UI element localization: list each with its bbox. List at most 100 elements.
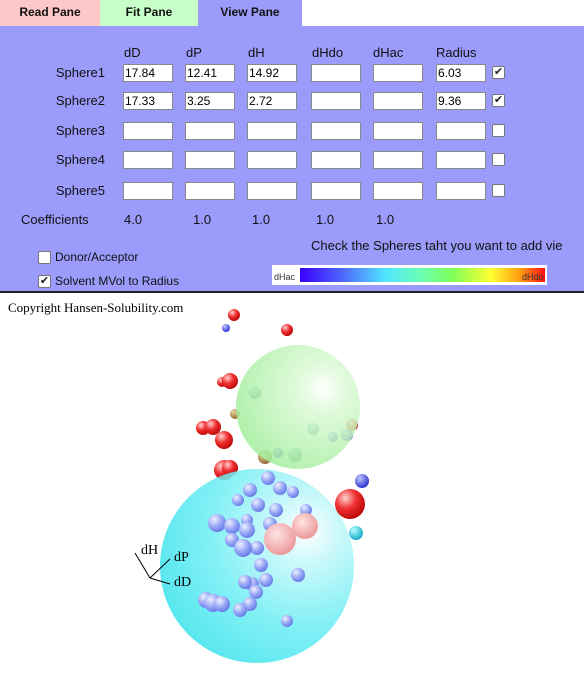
solvent-point (233, 603, 247, 617)
solvent-point (349, 526, 363, 540)
sphere-row-label: Sphere4 (55, 152, 105, 167)
solvent-point (215, 431, 233, 449)
coefficient-dP: 1.0 (193, 212, 212, 227)
header-radius: Radius (436, 45, 477, 60)
sphere2-dP-field[interactable]: 3.25 (185, 92, 235, 110)
sphere-3d-view[interactable]: dH dP dD (0, 293, 584, 680)
header-dHdo: dHdo (312, 45, 344, 60)
solvent-point (335, 489, 365, 519)
sphere4-dHdo-field[interactable] (311, 151, 361, 169)
sphere-row-label: Sphere1 (55, 65, 105, 80)
solvent-point (355, 474, 369, 488)
tab-read-pane[interactable]: Read Pane (0, 0, 100, 26)
header-dD: dD (124, 45, 141, 60)
solvent-mvol-checkbox[interactable]: ✔ (38, 275, 51, 289)
tab-fit-pane[interactable]: Fit Pane (100, 0, 198, 26)
solvent-point (222, 324, 230, 332)
donor-acceptor-option[interactable]: Donor/Acceptor (38, 250, 139, 265)
solvent-point (222, 373, 238, 389)
solvent-point (239, 522, 255, 538)
solvent-point (249, 585, 263, 599)
tab-view-pane[interactable]: View Pane (198, 0, 302, 26)
sphere4-dHac-field[interactable] (373, 151, 423, 169)
sphere4-dP-field[interactable] (185, 151, 235, 169)
donor-acceptor-label: Donor/Acceptor (55, 250, 139, 264)
solvent-point (261, 471, 275, 485)
sphere3-checkbox[interactable] (492, 124, 505, 137)
coefficient-dD: 4.0 (124, 212, 143, 227)
sphere4-checkbox[interactable] (492, 153, 505, 166)
solvent-point (281, 615, 293, 627)
solvent-point (300, 504, 312, 516)
solvent-point (269, 503, 283, 517)
sphere2-radius-field[interactable]: 9.36 (436, 92, 486, 110)
solvent-point (281, 324, 293, 336)
sphere-row-label: Sphere3 (55, 123, 105, 138)
axis-label-dH: dH (141, 543, 158, 558)
sphere4-dH-field[interactable] (247, 151, 297, 169)
sphere2-dHac-field[interactable] (373, 92, 423, 110)
axis-indicator (134, 552, 171, 585)
solvent-point (205, 419, 221, 435)
sphere1-dH-field[interactable]: 14.92 (247, 64, 297, 82)
sphere3-dHdo-field[interactable] (311, 122, 361, 140)
solvent-mvol-label: Solvent MVol to Radius (55, 274, 180, 288)
solvent-point (208, 514, 226, 532)
copyright-text: Copyright Hansen-Solubility.com (8, 300, 184, 315)
sphere1-radius-field[interactable]: 6.03 (436, 64, 486, 82)
sphere1-checkbox[interactable]: ✔ (492, 66, 505, 79)
solvent-mvol-option[interactable]: ✔ Solvent MVol to Radius (38, 274, 180, 289)
solvent-point (264, 523, 296, 555)
sphere1-dHdo-field[interactable] (311, 64, 361, 82)
solvent-point (214, 596, 230, 612)
sphere2-dHdo-field[interactable] (311, 92, 361, 110)
sphere1-dP-field[interactable]: 12.41 (185, 64, 235, 82)
sphere5-dH-field[interactable] (247, 182, 297, 200)
sphere3-dHac-field[interactable] (373, 122, 423, 140)
sphere2-dH-field[interactable]: 2.72 (247, 92, 297, 110)
sphere2-dD-field[interactable]: 17.33 (123, 92, 173, 110)
sphere5-radius-field[interactable] (436, 182, 486, 200)
sphere5-dHac-field[interactable] (373, 182, 423, 200)
sphere-row-label: Sphere2 (55, 93, 105, 108)
solvent-point (254, 558, 268, 572)
donor-acceptor-checkbox[interactable] (38, 251, 51, 265)
sphere5-dP-field[interactable] (185, 182, 235, 200)
sphere3-dP-field[interactable] (185, 122, 235, 140)
solvent-point (273, 481, 287, 495)
sphere1-dHac-field[interactable] (373, 64, 423, 82)
sphere2-checkbox[interactable]: ✔ (492, 94, 505, 107)
solvent-point (251, 498, 265, 512)
sphere4-dD-field[interactable] (123, 151, 173, 169)
solvent-point (224, 518, 240, 534)
sphere3-radius-field[interactable] (436, 122, 486, 140)
coefficient-dHdo: 1.0 (316, 212, 335, 227)
solvent-point (234, 539, 252, 557)
coefficients-label: Coefficients (21, 212, 89, 227)
sphere1-dD-field[interactable]: 17.84 (123, 64, 173, 82)
solvent-point (292, 513, 318, 539)
hint-text: Check the Spheres taht you want to add v… (311, 238, 563, 253)
solvent-point (238, 575, 252, 589)
coefficient-dH: 1.0 (252, 212, 271, 227)
solvent-point (250, 541, 264, 555)
tab-bar: Read Pane Fit Pane View Pane (0, 0, 584, 26)
axis-label-dD: dD (174, 575, 191, 590)
header-dP: dP (186, 45, 202, 60)
sphere1-shell (236, 345, 360, 469)
sphere-row-label: Sphere5 (55, 183, 105, 198)
axis-label-dP: dP (174, 550, 189, 565)
panel-separator (0, 291, 584, 293)
sphere4-radius-field[interactable] (436, 151, 486, 169)
solvent-point (243, 483, 257, 497)
color-scale-bar: dHac dHdo (272, 265, 547, 285)
sphere5-checkbox[interactable] (492, 184, 505, 197)
header-dH: dH (248, 45, 265, 60)
sphere5-dHdo-field[interactable] (311, 182, 361, 200)
sphere3-dD-field[interactable] (123, 122, 173, 140)
sphere5-dD-field[interactable] (123, 182, 173, 200)
solvent-point (228, 309, 240, 321)
solvent-point (259, 573, 273, 587)
colorbar-right-label: dHdo (522, 272, 544, 282)
sphere3-dH-field[interactable] (247, 122, 297, 140)
